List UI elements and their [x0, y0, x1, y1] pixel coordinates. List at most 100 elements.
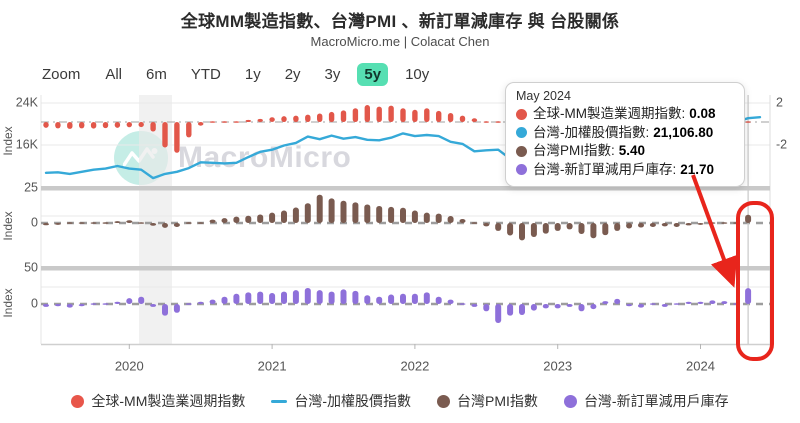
bar-mm-cycle-index — [376, 106, 382, 122]
bar-new-orders-minus-inventory — [233, 293, 240, 304]
bar-taiwan-pmi — [245, 215, 252, 223]
bar-mm-cycle-index — [328, 111, 335, 122]
bar-mm-cycle-index — [138, 122, 144, 128]
right-y-axis-label: -2 — [776, 137, 787, 151]
bar-mm-cycle-index — [459, 115, 466, 122]
bar-new-orders-minus-inventory — [221, 296, 228, 304]
bar-mm-cycle-index — [102, 122, 109, 129]
bar-new-orders-minus-inventory — [519, 304, 525, 315]
bar-taiwan-pmi — [340, 200, 347, 223]
bar-taiwan-pmi — [257, 214, 264, 223]
bar-new-orders-minus-inventory — [316, 290, 323, 304]
bar-new-orders-minus-inventory — [661, 304, 668, 307]
bar-taiwan-pmi — [507, 223, 514, 236]
y-axis-label: 16K — [16, 137, 39, 151]
range-button-all[interactable]: All — [98, 63, 129, 86]
x-axis-label: 2023 — [543, 359, 572, 374]
bar-taiwan-pmi — [721, 222, 728, 224]
bar-mm-cycle-index — [424, 108, 430, 122]
bar-new-orders-minus-inventory — [495, 304, 502, 323]
bar-new-orders-minus-inventory — [530, 304, 537, 311]
legend-item-taiwan-pmi[interactable]: 台灣PMI指數 — [437, 391, 538, 411]
bar-mm-cycle-index — [126, 122, 132, 128]
chart-plot-area[interactable]: 2020 2021 2022 2023 2024 24K 16K 25 0 50 0 2 -2 Index… — [0, 0, 800, 380]
bar-mm-cycle-index — [388, 105, 394, 122]
bar-mm-cycle-index — [221, 121, 228, 123]
bar-taiwan-pmi — [388, 206, 395, 223]
bar-mm-cycle-index — [245, 119, 251, 122]
bar-taiwan-pmi — [221, 218, 228, 223]
bar-taiwan-pmi — [78, 222, 85, 224]
legend-item-new-orders-minus-inventory[interactable]: 台灣-新訂單減用戶庫存 — [563, 391, 729, 411]
bar-mm-cycle-index — [150, 122, 156, 132]
bar-new-orders-minus-inventory — [578, 304, 585, 312]
bar-taiwan-pmi — [185, 222, 192, 224]
range-button-ytd[interactable]: YTD — [184, 63, 228, 86]
bar-mm-cycle-index — [483, 121, 489, 123]
bar-taiwan-pmi — [316, 194, 323, 223]
bar-new-orders-minus-inventory — [685, 301, 692, 304]
bar-mm-cycle-index — [233, 121, 240, 123]
bar-mm-cycle-index — [352, 108, 359, 122]
tooltip-row-label: 全球-MM製造業週期指數: — [533, 106, 686, 121]
tooltip-row-label: 台灣-加權股價指數: — [533, 124, 650, 140]
legend-item-taiex[interactable]: 台灣-加權股價指數 — [271, 391, 411, 411]
bar-new-orders-minus-inventory — [507, 304, 514, 316]
bar-mm-cycle-index — [293, 115, 299, 122]
bar-new-orders-minus-inventory — [602, 301, 609, 304]
y-axis-label: 25 — [24, 180, 38, 194]
bar-mm-cycle-index — [79, 122, 85, 129]
range-button-10y[interactable]: 10y — [398, 63, 436, 86]
bar-new-orders-minus-inventory — [364, 295, 371, 304]
bar-new-orders-minus-inventory — [459, 303, 466, 305]
bar-new-orders-minus-inventory — [542, 304, 549, 309]
bar-taiwan-pmi — [126, 220, 133, 223]
bar-taiwan-pmi — [542, 223, 549, 234]
bar-new-orders-minus-inventory — [649, 303, 656, 305]
bar-taiwan-pmi — [554, 223, 561, 231]
bar-new-orders-minus-inventory — [304, 287, 311, 304]
bar-taiwan-pmi — [578, 223, 585, 234]
bar-taiwan-pmi — [661, 223, 668, 227]
range-button-6m[interactable]: 6m — [139, 63, 174, 86]
bar-taiwan-pmi — [602, 223, 609, 236]
zoom-label: Zoom — [42, 66, 81, 83]
bar-taiwan-pmi — [138, 222, 145, 224]
bar-new-orders-minus-inventory — [590, 304, 597, 310]
bar-taiwan-pmi — [292, 207, 299, 223]
legend-label: 全球-MM製造業週期指數 — [91, 393, 246, 409]
range-button-1y[interactable]: 1y — [238, 63, 268, 86]
page-subtitle: MacroMicro.me | Colacat Chen — [310, 34, 490, 49]
bar-new-orders-minus-inventory — [197, 301, 204, 304]
bar-taiwan-pmi — [638, 223, 644, 228]
bar-mm-cycle-index — [471, 118, 478, 122]
range-button-5y[interactable]: 5y — [357, 63, 389, 86]
bar-taiwan-pmi — [162, 223, 168, 228]
bar-new-orders-minus-inventory — [245, 292, 252, 304]
page-title: 全球MM製造指數、台灣PMI 、新訂單減庫存 與 台股關係 — [180, 12, 620, 31]
bar-mm-cycle-index — [364, 105, 370, 122]
x-axis-label: 2021 — [258, 359, 287, 374]
bar-mm-cycle-index — [174, 122, 180, 153]
bar-taiwan-pmi — [566, 223, 573, 230]
bar-taiwan-pmi — [423, 212, 430, 223]
bar-new-orders-minus-inventory — [638, 304, 644, 308]
bar-mm-cycle-index — [305, 114, 311, 122]
bar-taiwan-pmi — [483, 223, 490, 227]
range-button-2y[interactable]: 2y — [278, 63, 308, 86]
bar-taiwan-pmi — [435, 213, 442, 223]
legend-item-mm-cycle-index[interactable]: 全球-MM製造業週期指數 — [71, 391, 245, 411]
bar-new-orders-minus-inventory — [388, 294, 395, 304]
bar-taiwan-pmi — [519, 223, 525, 241]
y-axis-label: 24K — [16, 95, 39, 109]
range-button-3y[interactable]: 3y — [318, 63, 348, 86]
legend-label: 台灣-加權股價指數 — [294, 393, 412, 409]
bar-taiwan-pmi — [66, 222, 73, 224]
bar-taiwan-pmi — [697, 223, 704, 225]
bar-taiwan-pmi — [685, 223, 692, 226]
bar-taiwan-pmi — [304, 203, 311, 223]
bar-new-orders-minus-inventory — [114, 301, 121, 304]
bar-taiwan-pmi — [400, 207, 406, 223]
legend-label: 台灣-新訂單減用戶庫存 — [583, 393, 729, 409]
bar-new-orders-minus-inventory — [54, 304, 61, 307]
